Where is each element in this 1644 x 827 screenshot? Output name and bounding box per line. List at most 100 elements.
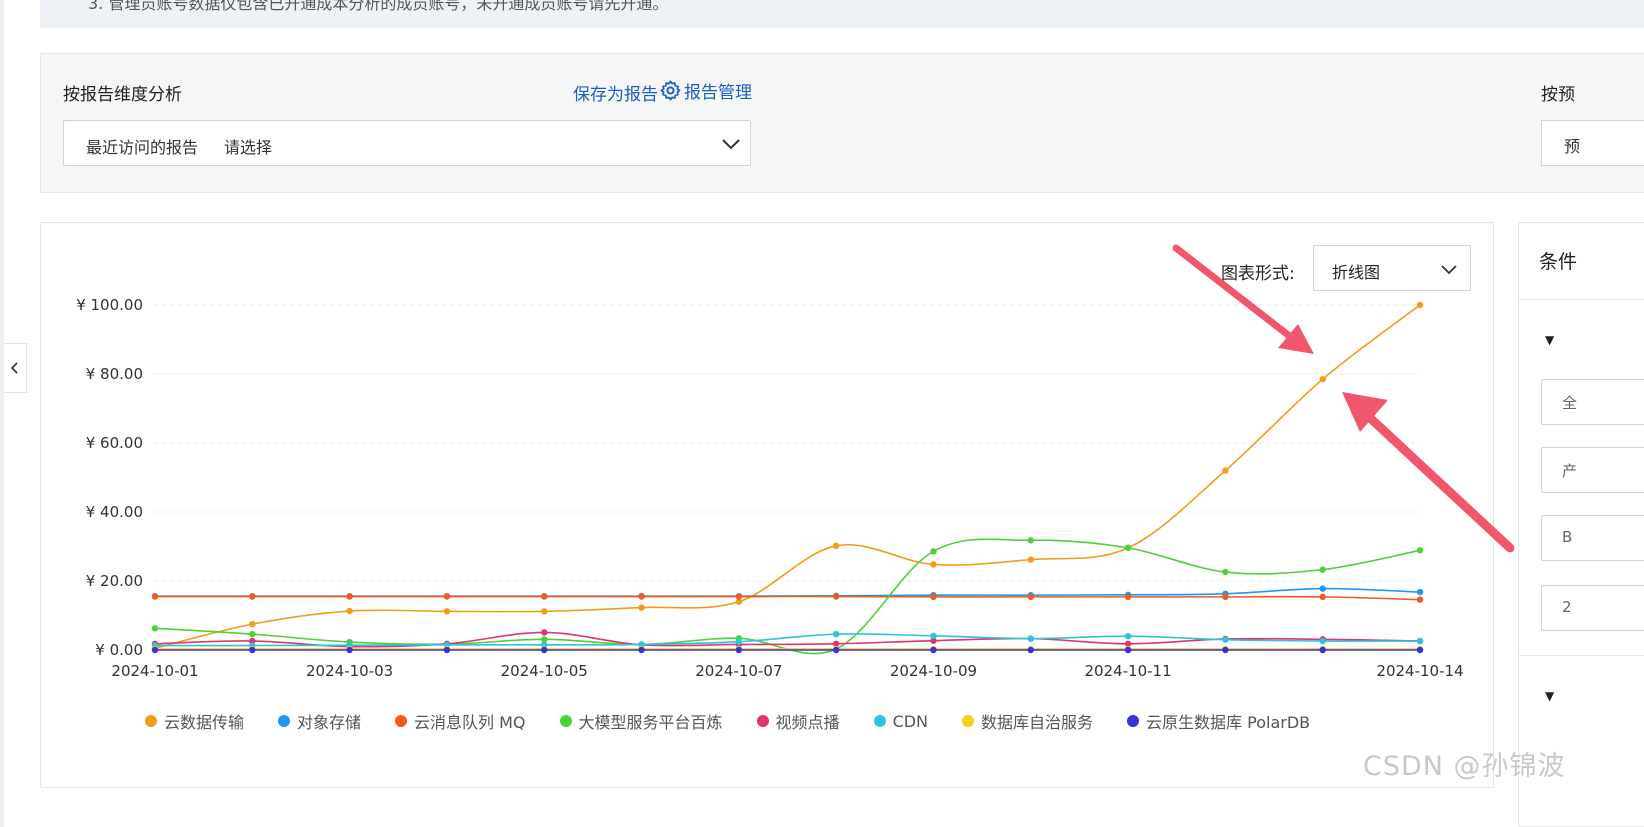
data-point-2: [930, 593, 937, 601]
condition-input-3[interactable]: B: [1541, 515, 1644, 561]
data-point-2: [541, 593, 548, 600]
data-point-3: [1416, 547, 1424, 554]
data-point-1: [1416, 588, 1424, 596]
data-point-7: [443, 646, 451, 654]
legend-item[interactable]: CDN: [873, 709, 929, 733]
data-point-7: [638, 646, 645, 654]
data-point-2: [638, 593, 645, 600]
data-point-3: [1124, 544, 1132, 552]
gear-icon: [660, 80, 681, 101]
legend-dot: [873, 715, 886, 727]
report-management-label: 报告管理: [684, 83, 752, 103]
series-line-3: [154, 538, 1421, 655]
data-point-0: [930, 561, 937, 568]
caret-down-icon[interactable]: ▼: [1545, 333, 1555, 347]
data-point-5: [832, 630, 840, 638]
recent-report-placeholder: 请选择: [224, 138, 273, 157]
data-point-0: [735, 598, 743, 605]
condition-title: 条件: [1539, 251, 1578, 273]
data-point-0: [832, 542, 840, 550]
data-point-7: [832, 646, 840, 654]
series-line-1: [155, 587, 1421, 598]
legend-dot: [145, 715, 157, 727]
legend-item[interactable]: 大模型服务平台百炼: [559, 709, 723, 733]
data-point-2: [1319, 593, 1326, 601]
data-point-0: [1319, 375, 1326, 383]
legend-item[interactable]: 数据库自治服务: [962, 709, 1093, 733]
data-point-2: [735, 593, 743, 600]
chevron-down-icon: [722, 139, 740, 150]
data-point-0: [1416, 301, 1424, 309]
x-tick-label: 2024-10-01: [111, 662, 198, 680]
data-point-4: [930, 637, 937, 644]
legend-label: 云消息队列 MQ: [414, 713, 526, 732]
left-edge: [0, 0, 4, 827]
preset-select[interactable]: 预: [1541, 120, 1644, 166]
data-point-5: [1222, 636, 1229, 643]
recent-report-select[interactable]: 最近访问的报告 请选择: [63, 120, 751, 166]
data-point-3: [930, 548, 937, 555]
data-point-2: [443, 593, 451, 600]
chart-type-select[interactable]: 折线图: [1313, 245, 1471, 291]
data-point-2: [1027, 593, 1034, 601]
preset-dimension-label: 按预: [1541, 85, 1575, 105]
x-tick-label: 2024-10-14: [1376, 662, 1463, 680]
legend-label: 对象存储: [297, 713, 362, 732]
report-dimension-panel: 按报告维度分析 保存为报告 报告管理 最近访问的报告 请选择 按预 预: [40, 53, 1644, 193]
chart-legend: 云数据传输 对象存储 云消息队列 MQ 大模型服务平台百炼 视频点播 CDN 数据库自治服务…: [145, 709, 1344, 733]
legend-dot: [395, 715, 408, 727]
condition-panel: 条件 ▼ 全 产 B 2 ▼: [1518, 222, 1644, 827]
legend-dot: [278, 715, 291, 727]
data-point-0: [249, 620, 256, 628]
legend-label: 云原生数据库 PolarDB: [1146, 713, 1311, 732]
data-point-5: [1416, 637, 1424, 645]
data-point-0: [1222, 467, 1229, 474]
legend-item[interactable]: 云原生数据库 PolarDB: [1127, 709, 1310, 733]
data-point-0: [443, 608, 451, 615]
legend-dot: [962, 715, 975, 727]
data-point-3: [1222, 568, 1229, 576]
y-tick-label: ¥ 80.00: [86, 365, 143, 383]
chart-form-label: 图表形式:: [1221, 264, 1295, 284]
data-point-2: [1124, 593, 1132, 601]
data-point-3: [541, 636, 548, 643]
data-point-7: [735, 646, 743, 654]
data-point-3: [151, 625, 159, 632]
legend-dot: [756, 715, 769, 727]
legend-item[interactable]: 云消息队列 MQ: [395, 709, 526, 733]
top-notice: 3. 管理员账号数据仅包含已开通成本分析的成员账号，未开通成员账号请先开通。: [40, 0, 1644, 28]
save-as-report-link[interactable]: 保存为报告: [573, 85, 658, 105]
top-notice-text: 3. 管理员账号数据仅包含已开通成本分析的成员账号，未开通成员账号请先开通。: [88, 0, 669, 13]
data-point-2: [1222, 593, 1229, 601]
y-tick-label: ¥ 20.00: [86, 572, 143, 590]
data-point-7: [346, 646, 353, 654]
data-point-4: [832, 640, 840, 647]
report-dimension-label: 按报告维度分析: [63, 85, 182, 105]
y-tick-label: ¥ 60.00: [86, 434, 143, 452]
legend-item[interactable]: 云数据传输: [145, 709, 244, 733]
legend-item[interactable]: 对象存储: [278, 709, 361, 733]
cost-line-chart: ¥ 0.00 ¥ 20.00 ¥ 40.00 ¥ 60.00 ¥ 80.00 ¥ 100.…: [76, 296, 1463, 680]
recent-report-label: 最近访问的报告: [86, 138, 199, 157]
report-management-link[interactable]: 报告管理: [659, 78, 752, 103]
x-tick-label: 2024-10-05: [501, 662, 588, 680]
y-tick-label: ¥ 100.00: [76, 296, 143, 314]
condition-input-2-text: 产: [1562, 462, 1578, 480]
condition-input-4[interactable]: 2: [1541, 585, 1644, 631]
chevron-left-icon: [10, 362, 18, 374]
data-point-7: [1416, 646, 1424, 654]
csdn-watermark: CSDN @孙锦波: [1363, 751, 1566, 782]
condition-input-3-text: B: [1562, 528, 1573, 546]
caret-down-icon[interactable]: ▼: [1545, 689, 1555, 703]
condition-input-1[interactable]: 全: [1541, 379, 1644, 425]
legend-label: CDN: [892, 711, 929, 731]
divider: [1519, 655, 1644, 656]
preset-select-text: 预: [1564, 137, 1581, 156]
collapse-sidebar-button[interactable]: [4, 343, 27, 393]
data-point-5: [1319, 637, 1326, 645]
condition-input-2[interactable]: 产: [1541, 447, 1644, 493]
divider: [1519, 299, 1644, 300]
legend-label: 数据库自治服务: [981, 713, 1094, 732]
legend-dot: [1127, 715, 1140, 727]
legend-item[interactable]: 视频点播: [756, 709, 840, 733]
